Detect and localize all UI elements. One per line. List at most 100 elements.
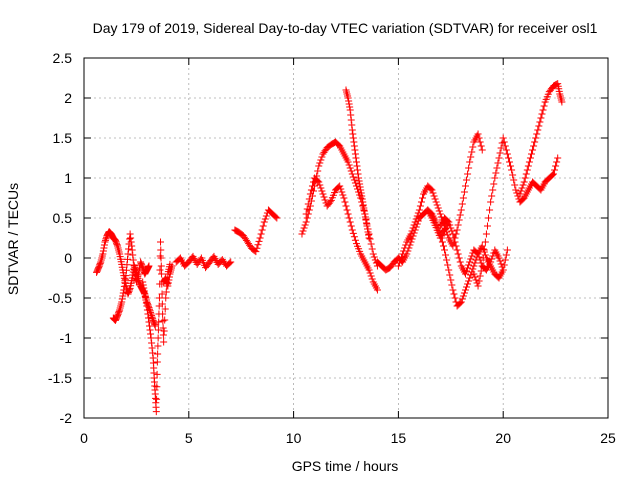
data-point xyxy=(262,212,270,220)
data-point xyxy=(159,331,167,339)
data-point xyxy=(417,198,425,206)
data-point xyxy=(501,142,509,150)
data-point xyxy=(161,275,169,283)
data-point xyxy=(457,298,465,306)
data-point xyxy=(353,162,361,170)
data-point xyxy=(447,276,455,284)
data-point xyxy=(475,253,483,261)
series-spike-down xyxy=(342,86,373,242)
data-point xyxy=(496,257,504,265)
data-point xyxy=(152,408,160,416)
data-point xyxy=(123,255,131,263)
data-point xyxy=(126,235,134,243)
data-point xyxy=(465,261,473,269)
data-point xyxy=(157,246,165,254)
data-point xyxy=(99,250,107,258)
data-point xyxy=(460,289,468,297)
data-point xyxy=(366,235,374,243)
data-point xyxy=(350,233,358,241)
data-point xyxy=(320,193,328,201)
data-point xyxy=(318,187,326,195)
data-point xyxy=(121,275,129,283)
data-point xyxy=(303,214,311,222)
data-point xyxy=(298,230,306,238)
y-tick-label: 0 xyxy=(64,250,72,266)
data-point xyxy=(127,238,135,246)
data-point xyxy=(101,238,109,246)
data-point xyxy=(140,284,148,292)
data-point xyxy=(253,244,261,252)
data-point xyxy=(444,217,452,225)
data-point xyxy=(144,310,152,318)
data-point xyxy=(302,210,310,218)
data-point xyxy=(259,222,267,230)
data-point xyxy=(305,195,313,203)
data-point xyxy=(255,237,263,245)
data-point xyxy=(463,283,471,291)
data-point xyxy=(226,259,234,267)
data-point xyxy=(430,192,438,200)
data-point xyxy=(478,242,486,250)
data-point xyxy=(154,350,162,358)
data-point xyxy=(523,166,531,174)
x-tick-labels: 0 5 10 15 20 25 xyxy=(80,430,616,446)
data-point xyxy=(468,148,476,156)
data-point xyxy=(161,316,169,324)
data-points xyxy=(93,80,566,416)
data-point xyxy=(530,142,538,150)
data-point xyxy=(258,226,266,234)
data-point xyxy=(122,266,130,274)
data-point xyxy=(449,286,457,294)
data-point xyxy=(347,116,355,124)
data-point xyxy=(499,134,507,142)
data-point xyxy=(475,134,483,142)
data-point xyxy=(458,295,466,303)
data-point xyxy=(474,282,482,290)
data-point xyxy=(304,200,312,208)
data-point xyxy=(448,227,456,235)
data-point xyxy=(355,177,363,185)
data-point xyxy=(455,254,463,262)
data-point xyxy=(355,174,363,182)
data-point xyxy=(433,201,441,209)
data-point xyxy=(299,227,307,235)
data-point xyxy=(505,158,513,166)
data-point xyxy=(339,191,347,199)
data-point xyxy=(120,286,128,294)
data-point xyxy=(119,292,127,300)
data-point xyxy=(362,216,370,224)
plot-frame xyxy=(83,57,609,419)
data-point xyxy=(536,118,544,126)
data-point xyxy=(461,270,469,278)
data-point xyxy=(146,322,153,330)
data-point xyxy=(464,264,472,272)
data-point xyxy=(419,194,427,202)
data-point xyxy=(451,294,459,302)
data-point xyxy=(147,334,155,342)
data-point xyxy=(129,251,137,259)
data-point xyxy=(308,182,316,190)
series-early-c xyxy=(139,238,174,416)
data-point xyxy=(466,158,474,166)
data-point xyxy=(120,282,128,290)
data-point xyxy=(442,225,450,233)
data-point xyxy=(306,190,314,198)
data-point xyxy=(427,185,435,193)
data-point xyxy=(155,318,163,326)
data-point xyxy=(154,326,162,334)
data-point xyxy=(438,238,446,246)
data-point xyxy=(522,170,530,178)
series-late-rise xyxy=(516,80,566,198)
data-point xyxy=(113,241,121,249)
data-point xyxy=(100,244,108,252)
data-point xyxy=(485,214,493,222)
data-point xyxy=(257,230,265,238)
data-point xyxy=(456,211,464,219)
data-point xyxy=(416,202,424,210)
data-point xyxy=(463,267,471,275)
data-point xyxy=(448,281,456,289)
data-point xyxy=(345,100,353,108)
x-tick-label: 10 xyxy=(286,430,302,446)
data-point xyxy=(153,383,161,391)
